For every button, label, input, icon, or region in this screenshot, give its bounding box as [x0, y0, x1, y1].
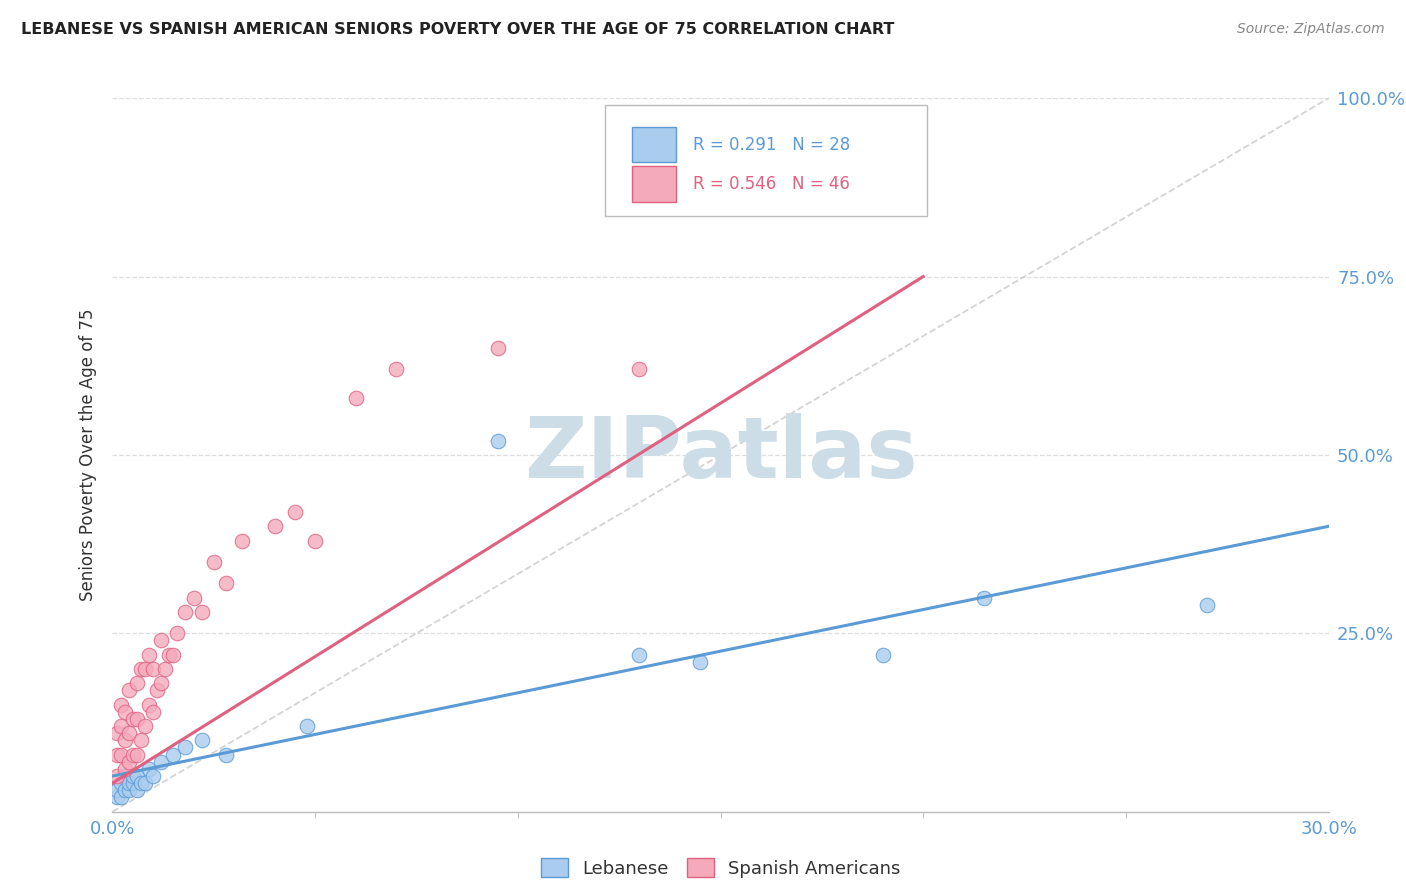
Point	[118, 776, 141, 790]
Point	[166, 626, 188, 640]
Text: R = 0.546   N = 46: R = 0.546 N = 46	[693, 175, 849, 193]
Point	[138, 648, 160, 662]
Point	[118, 726, 141, 740]
Point	[150, 633, 173, 648]
Point	[114, 769, 136, 783]
Point	[628, 362, 651, 376]
Point	[114, 762, 136, 776]
Point	[105, 790, 128, 805]
Point	[118, 755, 141, 769]
Point	[231, 533, 253, 548]
Point	[125, 783, 148, 797]
Bar	[631, 127, 675, 162]
Point	[385, 362, 408, 376]
Point	[125, 676, 148, 690]
Point	[295, 719, 318, 733]
Point	[129, 776, 152, 790]
Point	[190, 605, 212, 619]
Point	[114, 783, 136, 797]
Point	[121, 712, 143, 726]
Legend: Lebanese, Spanish Americans: Lebanese, Spanish Americans	[533, 851, 908, 885]
Point	[142, 662, 165, 676]
Text: ZIPatlas: ZIPatlas	[523, 413, 918, 497]
Point	[114, 705, 136, 719]
Point	[121, 769, 143, 783]
FancyBboxPatch shape	[605, 105, 928, 216]
Point	[110, 776, 132, 790]
Point	[110, 719, 132, 733]
Point	[105, 726, 128, 740]
Point	[202, 555, 225, 569]
Point	[1195, 598, 1218, 612]
Point	[110, 747, 132, 762]
Point	[486, 341, 509, 355]
Point	[190, 733, 212, 747]
Point	[162, 747, 184, 762]
Text: R = 0.291   N = 28: R = 0.291 N = 28	[693, 136, 849, 153]
Point	[157, 648, 180, 662]
Point	[118, 683, 141, 698]
Point	[134, 776, 156, 790]
Point	[284, 505, 307, 519]
Point	[486, 434, 509, 448]
Point	[125, 769, 148, 783]
Point	[150, 676, 173, 690]
Point	[110, 790, 132, 805]
Point	[114, 733, 136, 747]
Point	[129, 733, 152, 747]
Point	[134, 662, 156, 676]
Point	[105, 747, 128, 762]
Point	[125, 747, 148, 762]
Point	[118, 783, 141, 797]
Point	[215, 576, 238, 591]
Point	[121, 776, 143, 790]
Point	[344, 391, 367, 405]
Point	[811, 148, 834, 162]
Point	[134, 719, 156, 733]
Point	[263, 519, 285, 533]
Bar	[631, 166, 675, 202]
Point	[142, 769, 165, 783]
Point	[183, 591, 205, 605]
Point	[628, 648, 651, 662]
Point	[125, 712, 148, 726]
Point	[105, 783, 128, 797]
Point	[121, 747, 143, 762]
Y-axis label: Seniors Poverty Over the Age of 75: Seniors Poverty Over the Age of 75	[79, 309, 97, 601]
Point	[129, 662, 152, 676]
Point	[146, 683, 169, 698]
Point	[110, 698, 132, 712]
Point	[174, 605, 197, 619]
Point	[689, 655, 711, 669]
Text: LEBANESE VS SPANISH AMERICAN SENIORS POVERTY OVER THE AGE OF 75 CORRELATION CHAR: LEBANESE VS SPANISH AMERICAN SENIORS POV…	[21, 22, 894, 37]
Point	[872, 648, 894, 662]
Point	[174, 740, 197, 755]
Point	[304, 533, 326, 548]
Point	[162, 648, 184, 662]
Point	[973, 591, 995, 605]
Point	[138, 762, 160, 776]
Point	[153, 662, 176, 676]
Text: Source: ZipAtlas.com: Source: ZipAtlas.com	[1237, 22, 1385, 37]
Point	[215, 747, 238, 762]
Point	[142, 705, 165, 719]
Point	[105, 769, 128, 783]
Point	[138, 698, 160, 712]
Point	[150, 755, 173, 769]
